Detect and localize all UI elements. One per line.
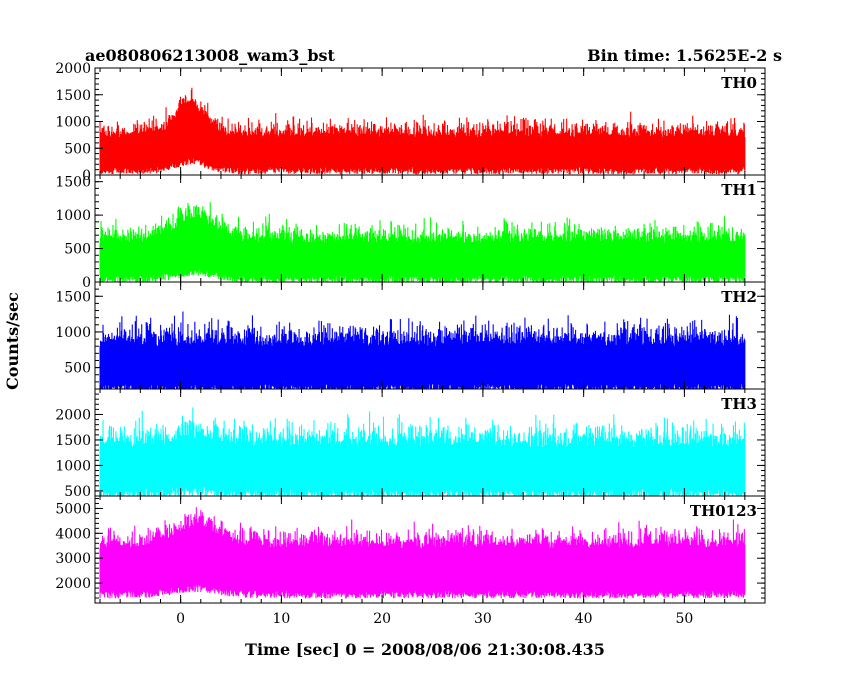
x-tick-label: 20	[373, 611, 391, 627]
y-tick-label: 1500	[55, 175, 91, 191]
y-tick-label: 2000	[55, 407, 91, 423]
panel-label-th0123: TH0123	[690, 502, 757, 520]
y-tick-label: 1000	[55, 115, 91, 131]
panel-label-th3: TH3	[721, 395, 757, 413]
y-tick-label: 500	[64, 141, 91, 157]
y-tick-label: 500	[64, 361, 91, 377]
y-tick-label: 0	[82, 168, 91, 184]
x-tick-label: 0	[176, 611, 185, 627]
x-tick-label: 10	[272, 611, 290, 627]
y-tick-label: 0	[82, 275, 91, 291]
panel-th0123: 2000 3000 4000 5000 TH0123 0 10 20 30 40 50	[55, 495, 766, 627]
x-tick-label: 30	[474, 611, 492, 627]
series-th3	[99, 407, 746, 496]
y-tick-label: 3000	[55, 551, 91, 567]
y-tick-label: 2000	[55, 576, 91, 592]
y-tick-label: 1500	[55, 88, 91, 104]
y-tick-label: 1500	[55, 289, 91, 305]
chart-title: ae080806213008_wam3_bst	[85, 46, 336, 65]
y-tick-label: 5000	[55, 501, 91, 517]
panel-label-th1: TH1	[721, 181, 757, 199]
panel-th2: 500 1000 1500 TH2	[55, 281, 766, 390]
y-tick-label: 4000	[55, 526, 91, 542]
y-tick-label: 500	[64, 484, 91, 500]
panel-th3: 500 1000 1500 2000 TH3	[55, 388, 766, 500]
x-tick-label: 50	[675, 611, 693, 627]
panel-th1: 0 500 1000 1500 TH1	[55, 174, 766, 291]
series-th1	[99, 202, 746, 282]
y-tick-label: 1000	[55, 208, 91, 224]
y-axis-label: Counts/sec	[3, 292, 22, 390]
x-axis-label: Time [sec] 0 = 2008/08/06 21:30:08.435	[245, 640, 605, 659]
panel-label-th2: TH2	[721, 288, 757, 306]
series-th0123	[99, 507, 746, 599]
y-tick-label: 1500	[55, 433, 91, 449]
y-tick-label: 1000	[55, 458, 91, 474]
panel-frame	[94, 495, 766, 604]
panel-label-th0: TH0	[721, 74, 757, 92]
series-th2	[99, 311, 746, 389]
y-tick-label: 1000	[55, 325, 91, 341]
x-tick-label: 40	[575, 611, 593, 627]
y-tick-label: 2000	[55, 61, 91, 77]
series-th0	[99, 87, 746, 175]
bin-time-label: Bin time: 1.5625E-2 s	[587, 46, 782, 65]
panel-th0: 0 500 1000 1500 2000 TH0	[55, 61, 766, 184]
y-tick-label: 500	[64, 242, 91, 258]
